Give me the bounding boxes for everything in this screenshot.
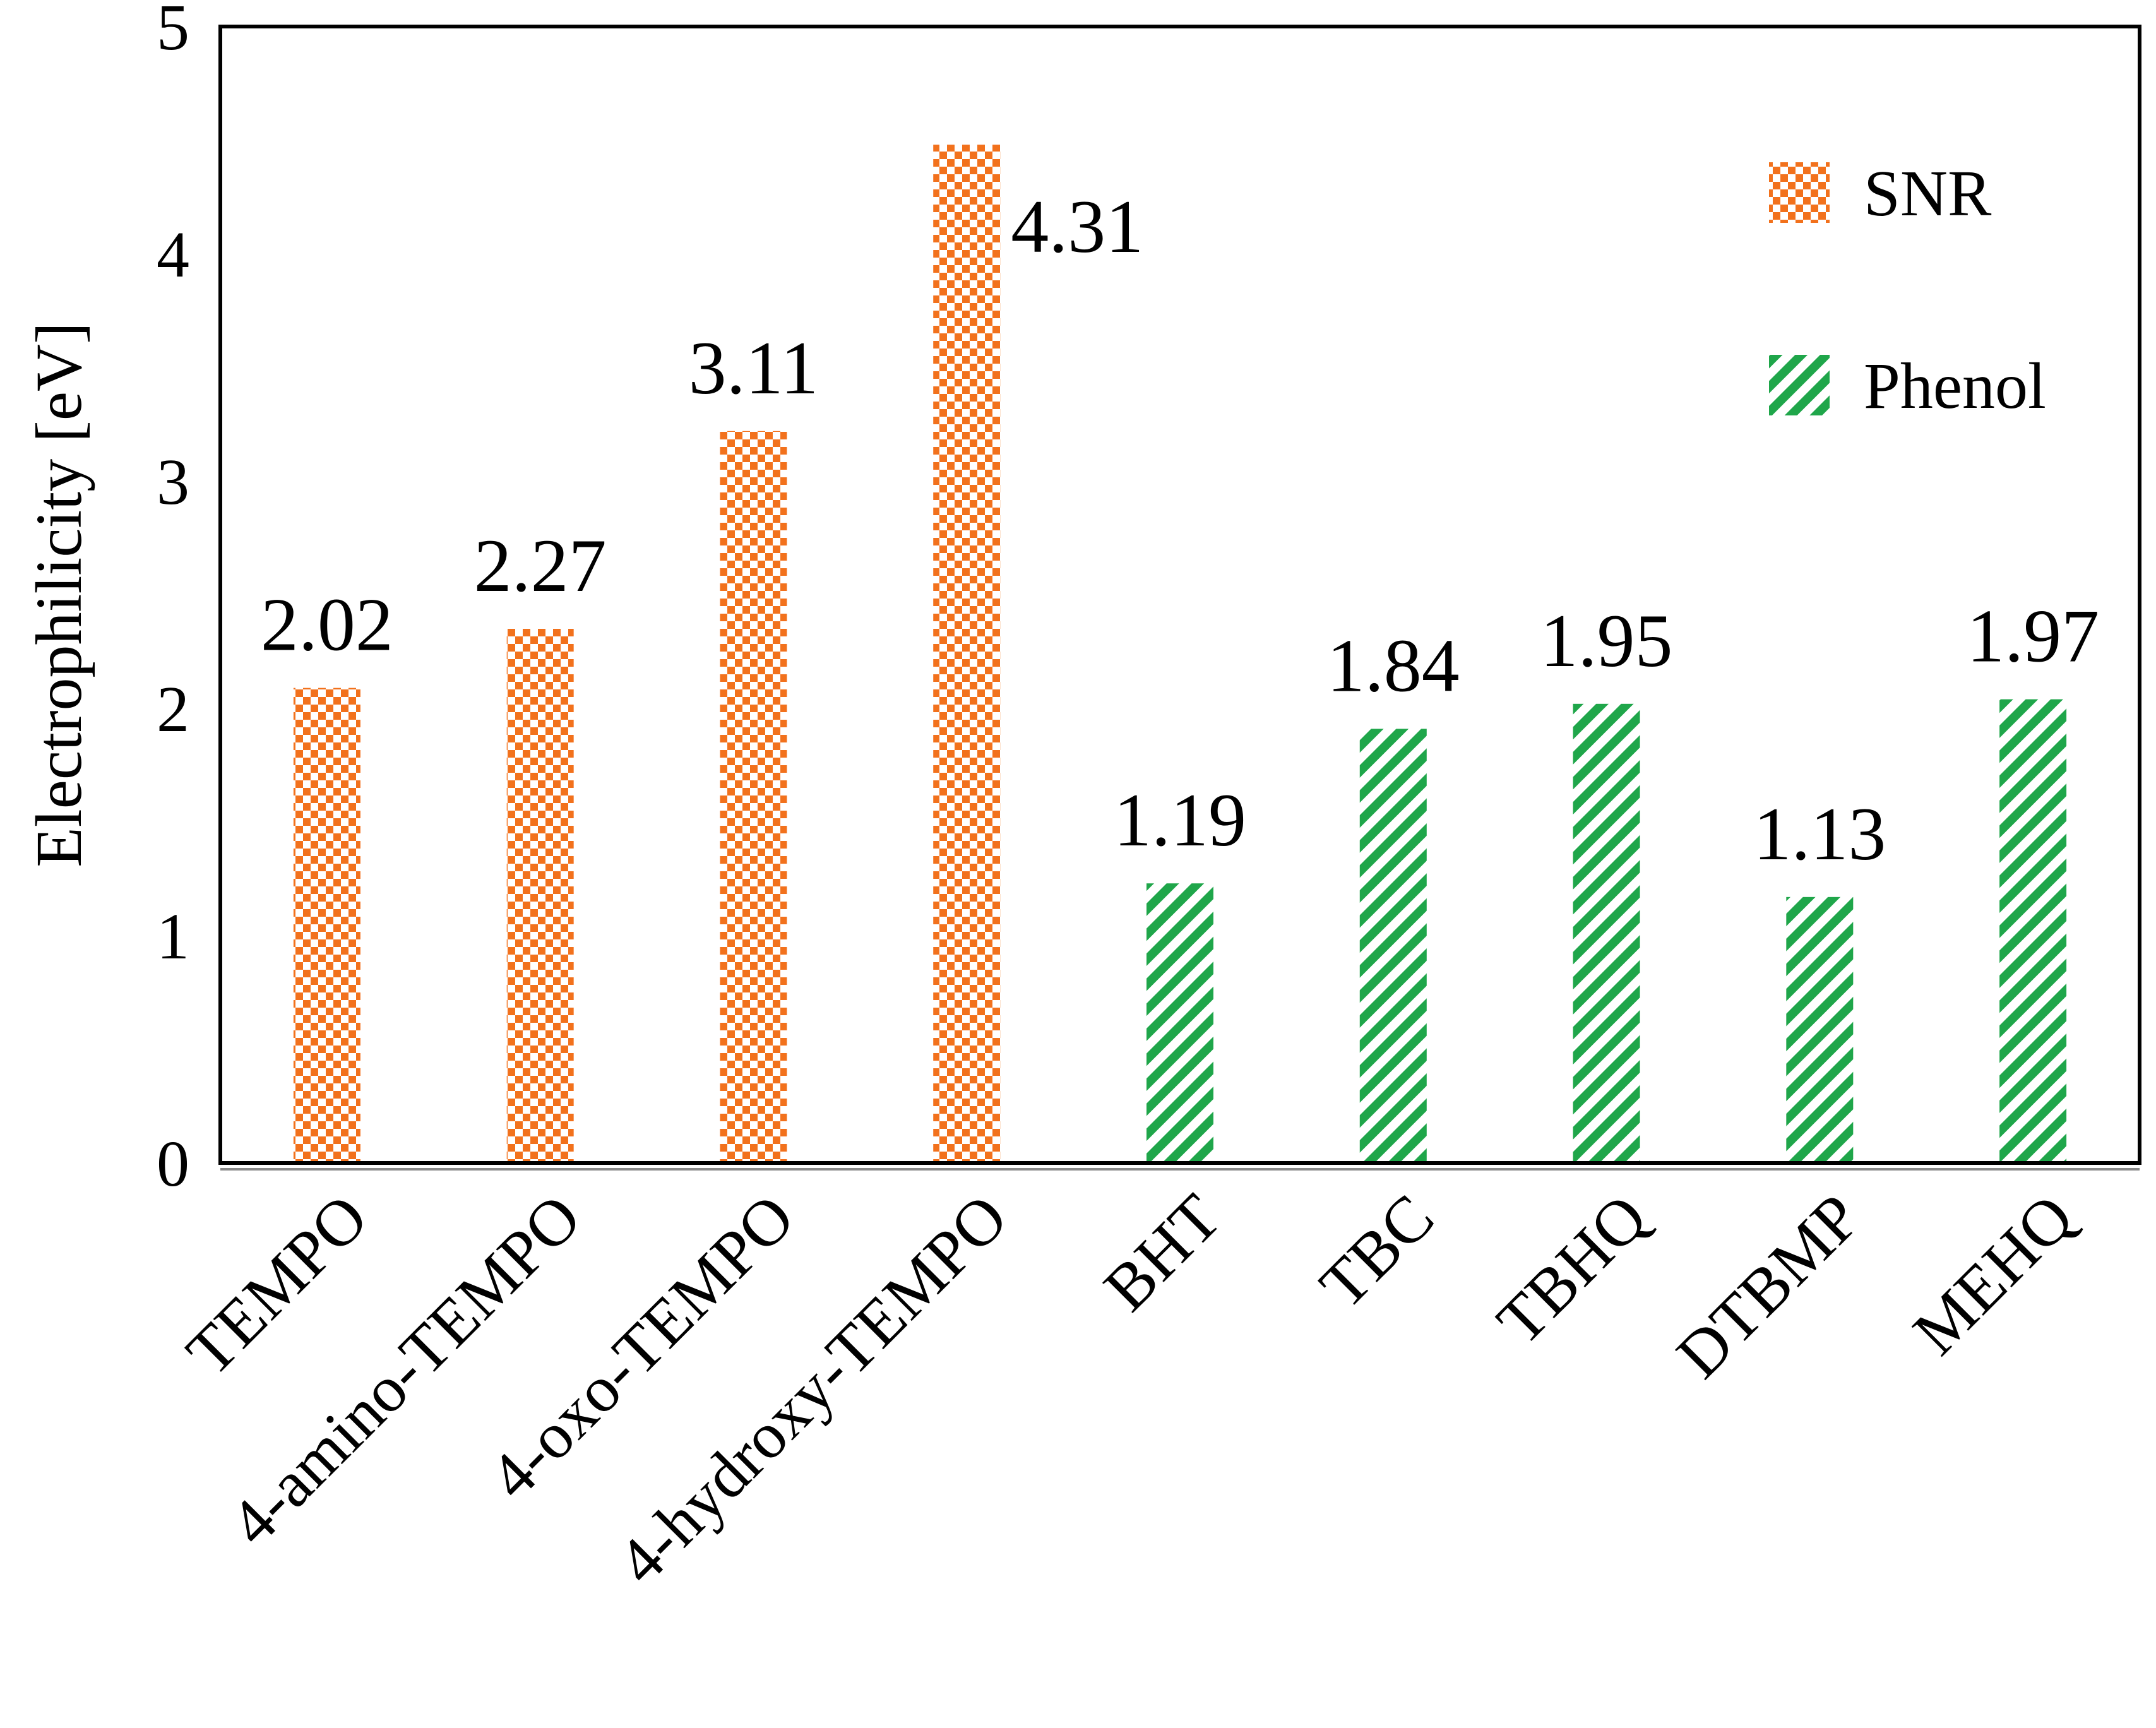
bar-value-labels: 2.02 2.27 3.11 4.31 1.19 1.84 1.95 1.13 1.97 xyxy=(261,184,2099,876)
bar-value-label: 4.31 xyxy=(1011,184,1143,268)
bar-phenol-8 xyxy=(1999,699,2067,1163)
bar-value-label: 1.84 xyxy=(1327,623,1460,707)
legend-label-snr: SNR xyxy=(1864,157,1992,230)
x-category-label: TBC xyxy=(1306,1181,1448,1322)
y-axis-title: Electrophilicity [eV] xyxy=(23,322,95,867)
bar-phenol-5 xyxy=(1359,729,1427,1163)
bar-snr-1 xyxy=(506,629,574,1163)
bar-value-label: 1.13 xyxy=(1753,792,1886,876)
legend-label-phenol: Phenol xyxy=(1864,350,2046,422)
bar-value-label: 2.27 xyxy=(474,523,607,607)
y-tick-label: 3 xyxy=(157,446,189,518)
y-axis-ticks: 0 1 2 3 4 5 xyxy=(157,0,189,1200)
bar-value-label: 1.97 xyxy=(1967,594,2099,678)
legend-swatch-snr xyxy=(1769,162,1830,223)
bar-phenol-6 xyxy=(1573,703,1640,1163)
legend: SNR Phenol xyxy=(1769,157,2046,422)
legend-swatch-phenol xyxy=(1769,355,1830,415)
bar-phenol-7 xyxy=(1786,897,1854,1163)
bar-value-label: 3.11 xyxy=(689,326,819,410)
x-axis-category-labels: TEMPO4-amino-TEMPO4-oxo-TEMPO4-hydroxy-T… xyxy=(173,1181,2088,1598)
bars xyxy=(293,145,2067,1164)
bar-value-label: 2.02 xyxy=(261,583,393,667)
bar-value-label: 1.95 xyxy=(1540,599,1673,682)
y-tick-label: 4 xyxy=(157,218,189,291)
y-tick-label: 1 xyxy=(157,900,189,973)
bar-snr-0 xyxy=(293,688,360,1163)
x-category-label: TBHQ xyxy=(1483,1181,1661,1359)
x-category-label: TEMPO xyxy=(173,1181,382,1390)
y-tick-label: 0 xyxy=(157,1128,189,1200)
y-tick-label: 2 xyxy=(157,673,189,746)
y-tick-label: 5 xyxy=(157,0,189,64)
bar-phenol-4 xyxy=(1146,883,1213,1163)
x-category-label: BHT xyxy=(1090,1181,1234,1325)
bar-snr-3 xyxy=(933,145,1001,1164)
x-category-label: 4-hydroxy-TEMPO xyxy=(604,1181,1021,1598)
x-category-label: DTBMP xyxy=(1663,1181,1874,1392)
x-category-label: MEHQ xyxy=(1900,1181,2088,1369)
bar-value-label: 1.19 xyxy=(1114,778,1246,862)
bar-snr-2 xyxy=(720,431,787,1163)
